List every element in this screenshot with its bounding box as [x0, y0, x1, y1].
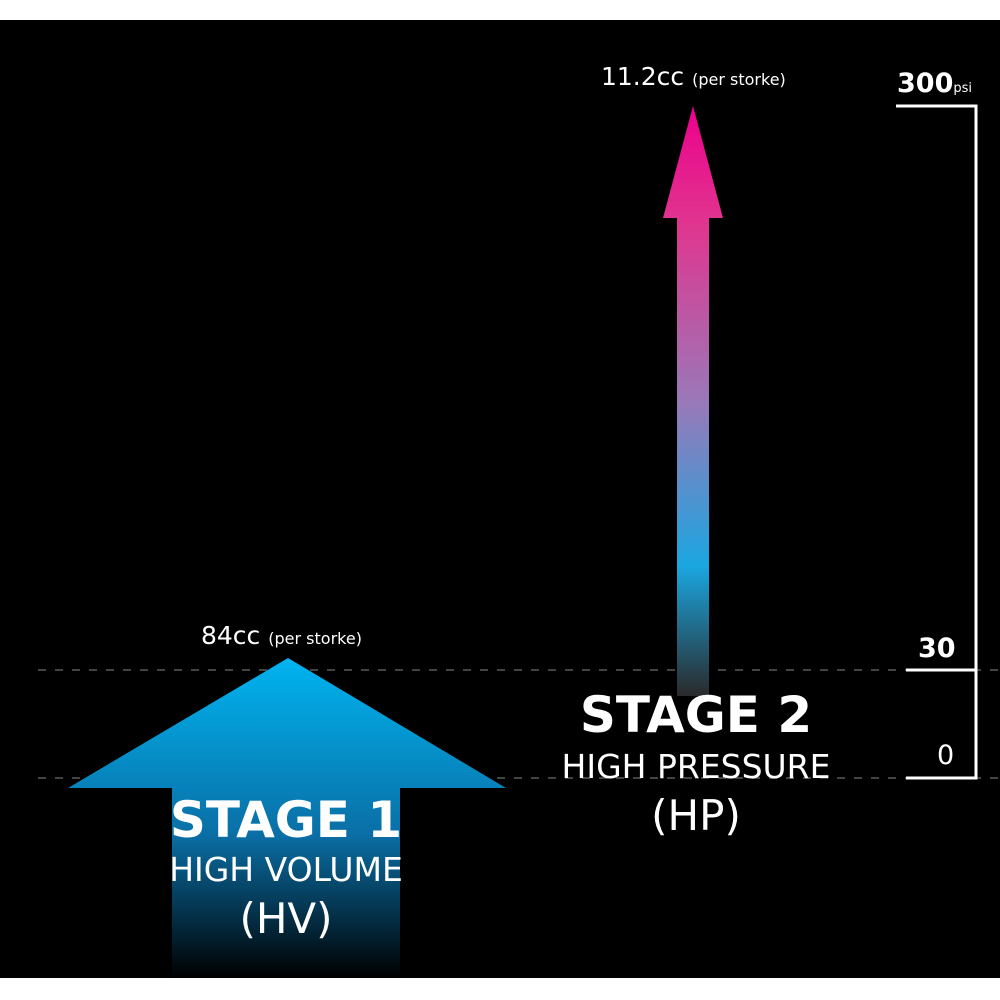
stage1-arrow [68, 658, 506, 978]
stage1-volume: 84cc [201, 621, 261, 650]
stage2-volume: 11.2cc [601, 62, 685, 91]
scale-bracket [896, 104, 978, 780]
stage1-title: STAGE 1 [169, 791, 403, 849]
scale-mid-label: 30 [918, 633, 956, 664]
stage1-volume-label: 84cc (per storke) [201, 623, 362, 648]
scale-unit: psi [953, 81, 973, 96]
scale-max-value: 300 [897, 68, 954, 99]
stage1-subtitle: HIGH VOLUME [169, 850, 403, 889]
stage2-title: STAGE 2 [579, 686, 813, 744]
stage1-volume-note: (per storke) [268, 629, 362, 648]
diagram-graphics [38, 104, 1000, 978]
stage1-abbr: (HV) [239, 894, 333, 943]
scale-max-label: 300psi [897, 70, 972, 97]
stage2-arrow [663, 106, 723, 696]
scale-min-label: 0 [937, 740, 955, 771]
stage2-volume-note: (per storke) [692, 70, 786, 89]
diagram-canvas: 11.2cc (per storke) 84cc (per storke) 30… [0, 20, 1000, 978]
stage2-abbr: (HP) [651, 791, 741, 840]
stage2-subtitle: HIGH PRESSURE [561, 747, 831, 786]
stage2-volume-label: 11.2cc (per storke) [601, 64, 786, 89]
